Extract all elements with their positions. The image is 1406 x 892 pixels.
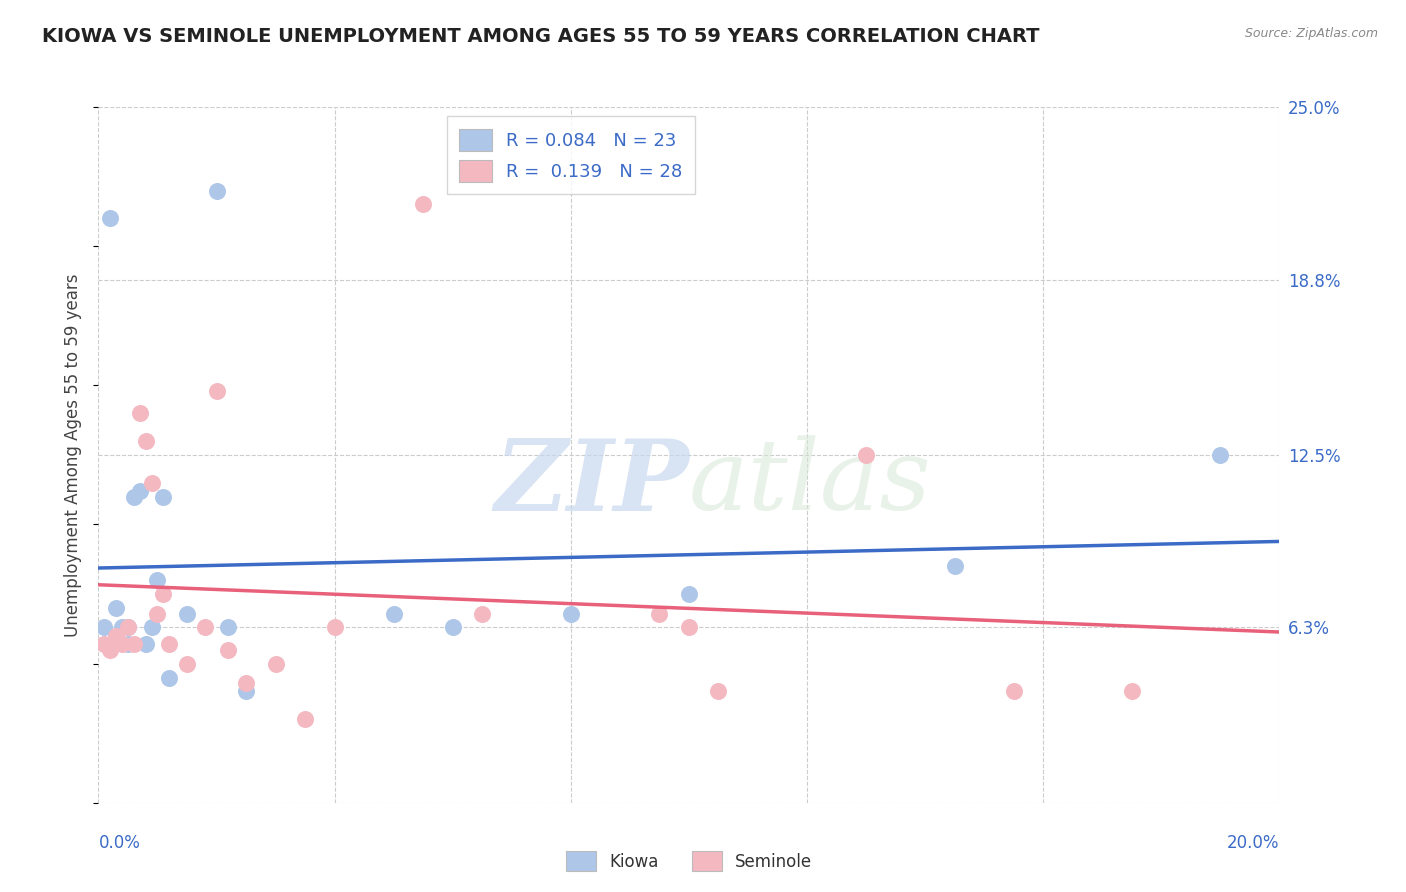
Point	[93, 620, 115, 634]
Point	[122, 637, 145, 651]
Point	[141, 620, 163, 634]
Point	[122, 490, 145, 504]
Text: KIOWA VS SEMINOLE UNEMPLOYMENT AMONG AGES 55 TO 59 YEARS CORRELATION CHART: KIOWA VS SEMINOLE UNEMPLOYMENT AMONG AGE…	[42, 27, 1039, 45]
Point	[128, 406, 150, 420]
Point	[1002, 684, 1025, 698]
Point	[1209, 448, 1232, 462]
Point	[146, 573, 169, 587]
Text: atlas: atlas	[689, 435, 932, 531]
Point	[560, 607, 582, 621]
Point	[157, 671, 180, 685]
Point	[217, 620, 239, 634]
Point	[111, 620, 134, 634]
Point	[707, 684, 730, 698]
Point	[943, 559, 966, 574]
Point	[135, 637, 157, 651]
Point	[141, 475, 163, 490]
Point	[152, 587, 174, 601]
Text: 20.0%: 20.0%	[1227, 834, 1279, 852]
Point	[117, 620, 139, 634]
Point	[217, 642, 239, 657]
Point	[146, 607, 169, 621]
Point	[323, 620, 346, 634]
Point	[678, 620, 700, 634]
Point	[441, 620, 464, 634]
Point	[235, 684, 257, 698]
Y-axis label: Unemployment Among Ages 55 to 59 years: Unemployment Among Ages 55 to 59 years	[65, 273, 83, 637]
Point	[412, 197, 434, 211]
Point	[382, 607, 405, 621]
Point	[128, 484, 150, 499]
Text: ZIP: ZIP	[494, 434, 689, 531]
Point	[1121, 684, 1143, 698]
Point	[105, 601, 128, 615]
Point	[264, 657, 287, 671]
Point	[111, 637, 134, 651]
Point	[135, 434, 157, 448]
Point	[176, 607, 198, 621]
Point	[176, 657, 198, 671]
Text: 0.0%: 0.0%	[98, 834, 141, 852]
Text: Source: ZipAtlas.com: Source: ZipAtlas.com	[1244, 27, 1378, 40]
Point	[648, 607, 671, 621]
Point	[157, 637, 180, 651]
Legend: Kiowa, Seminole: Kiowa, Seminole	[560, 845, 818, 878]
Point	[205, 384, 228, 398]
Point	[471, 607, 494, 621]
Point	[98, 211, 121, 226]
Point	[117, 637, 139, 651]
Point	[194, 620, 217, 634]
Point	[205, 184, 228, 198]
Point	[117, 620, 139, 634]
Point	[294, 712, 316, 726]
Point	[678, 587, 700, 601]
Point	[855, 448, 877, 462]
Point	[93, 637, 115, 651]
Point	[105, 629, 128, 643]
Point	[235, 676, 257, 690]
Point	[152, 490, 174, 504]
Point	[98, 642, 121, 657]
